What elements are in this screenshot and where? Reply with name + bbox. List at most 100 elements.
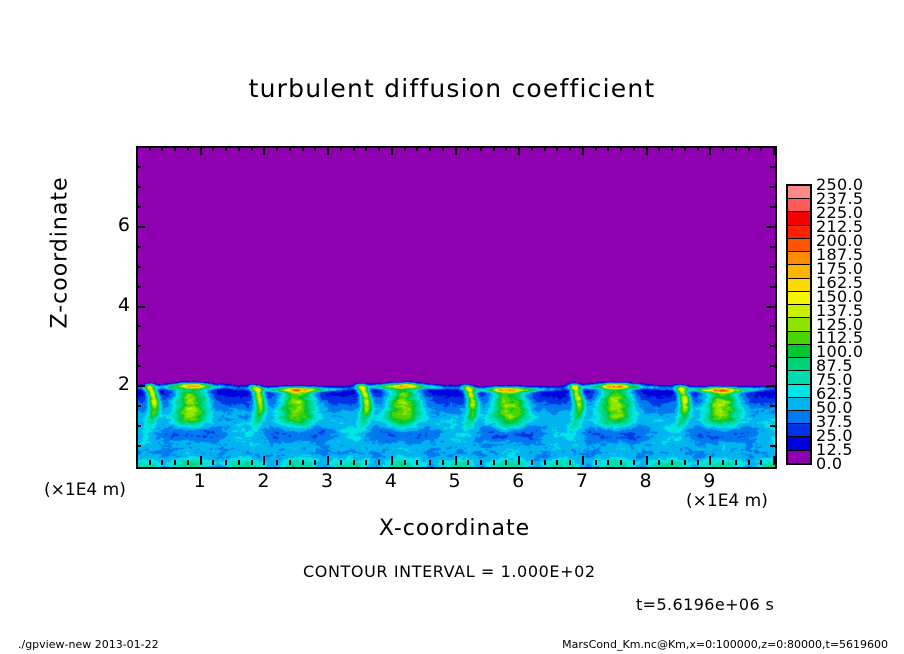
x-minor-tick	[493, 460, 495, 465]
x-minor-tick	[697, 460, 699, 465]
y-minor-tick-right	[770, 286, 775, 288]
y-minor-tick	[136, 186, 141, 188]
y-minor-tick-right	[770, 405, 775, 407]
x-tick-label: 1	[193, 470, 206, 492]
x-axis-title: X-coordinate	[378, 516, 531, 541]
x-minor-tick-top	[735, 146, 737, 151]
colorbar-tick-labels: 250.0 237.5 225.0 212.5 200.0 187.5 175.0 162.5…	[816, 177, 886, 472]
y-minor-tick	[136, 246, 141, 248]
x-minor-tick	[595, 460, 597, 465]
x-minor-tick	[569, 460, 571, 465]
x-minor-tick	[238, 460, 240, 465]
colorbar-cell	[788, 384, 810, 398]
colorbar-cell	[788, 358, 810, 372]
colorbar-cell	[788, 318, 810, 332]
x-minor-tick	[212, 460, 214, 465]
y-minor-tick-right	[770, 345, 775, 347]
x-minor-tick	[505, 460, 507, 465]
x-minor-tick-top	[620, 146, 622, 151]
y-minor-tick-right	[770, 325, 775, 327]
timestamp-label: t=5.6196e+06 s	[636, 595, 775, 614]
x-minor-tick	[633, 460, 635, 465]
x-minor-tick	[658, 460, 660, 465]
x-minor-tick-top	[340, 146, 342, 151]
colorbar-cell	[788, 265, 810, 279]
colorbar-label: 175.0	[816, 258, 864, 278]
colorbar-cell	[788, 437, 810, 451]
page-title: turbulent diffusion coefficient	[248, 74, 656, 103]
x-minor-tick	[314, 460, 316, 465]
colorbar-label: 0.0	[816, 454, 843, 473]
x-minor-tick	[225, 460, 227, 465]
x-tick-label: 3	[321, 470, 334, 492]
colorbar-label: 125.0	[816, 314, 864, 334]
x-minor-tick	[340, 460, 342, 465]
x-minor-tick	[429, 460, 431, 465]
x-minor-tick-top	[531, 146, 533, 151]
colorbar-label: 100.0	[816, 342, 864, 362]
x-minor-tick	[556, 460, 558, 465]
colorbar-label: 12.5	[816, 440, 853, 460]
colorbar-cell	[788, 278, 810, 292]
x-minor-tick-top	[748, 146, 750, 151]
x-minor-tick-top	[569, 146, 571, 151]
colorbar-cell	[788, 397, 810, 411]
x-major-tick	[263, 456, 265, 465]
x-minor-tick-top	[658, 146, 660, 151]
y-minor-tick	[136, 365, 141, 367]
x-major-tick-top	[263, 146, 265, 155]
x-minor-tick-top	[442, 146, 444, 151]
x-major-tick-top	[582, 146, 584, 155]
x-major-tick-top	[455, 146, 457, 155]
colorbar-label: 137.5	[816, 300, 864, 320]
x-minor-tick-top	[595, 146, 597, 151]
x-minor-tick-top	[365, 146, 367, 151]
y-major-tick-right	[766, 306, 775, 308]
y-minor-tick-right	[770, 445, 775, 447]
x-minor-tick-top	[302, 146, 304, 151]
y-tick-label: 2	[117, 373, 130, 396]
x-minor-tick	[378, 460, 380, 465]
x-minor-tick	[684, 460, 686, 465]
x-tick-label: 9	[703, 470, 716, 492]
y-minor-tick	[136, 325, 141, 327]
x-minor-tick	[748, 460, 750, 465]
colorbar-cell	[788, 186, 810, 200]
x-minor-tick	[620, 460, 622, 465]
x-minor-tick	[187, 460, 189, 465]
colorbar	[786, 184, 812, 465]
colorbar-label: 200.0	[816, 230, 864, 250]
heatmap-canvas	[138, 148, 775, 467]
x-major-tick	[200, 456, 202, 465]
x-minor-tick	[467, 460, 469, 465]
x-minor-tick-top	[251, 146, 253, 151]
x-major-tick	[455, 456, 457, 465]
x-minor-tick-top	[161, 146, 163, 151]
x-major-tick	[773, 456, 775, 465]
colorbar-label: 37.5	[816, 412, 853, 432]
x-minor-tick	[289, 460, 291, 465]
x-minor-tick	[544, 460, 546, 465]
colorbar-cell	[788, 252, 810, 266]
colorbar-label: 237.5	[816, 188, 864, 208]
contour-interval-label: CONTOUR INTERVAL = 1.000E+02	[303, 562, 596, 581]
colorbar-cell	[788, 424, 810, 438]
colorbar-cell	[788, 199, 810, 213]
x-major-tick	[391, 456, 393, 465]
colorbar-cell	[788, 450, 810, 463]
x-tick-label: 2	[257, 470, 270, 492]
x-minor-tick	[404, 460, 406, 465]
x-minor-tick-top	[378, 146, 380, 151]
x-minor-tick-top	[353, 146, 355, 151]
x-minor-tick	[365, 460, 367, 465]
footer-command-label: ./gpview-new 2013-01-22	[18, 638, 159, 651]
colorbar-label: 150.0	[816, 286, 864, 306]
x-axis-unit-left: (×1E4 m)	[44, 480, 126, 500]
colorbar-cell	[788, 410, 810, 425]
colorbar-label: 162.5	[816, 272, 864, 292]
x-major-tick-top	[709, 146, 711, 155]
x-minor-tick-top	[225, 146, 227, 151]
colorbar-label: 50.0	[816, 398, 853, 418]
x-tick-label: 5	[448, 470, 461, 492]
colorbar-cell	[788, 331, 810, 345]
